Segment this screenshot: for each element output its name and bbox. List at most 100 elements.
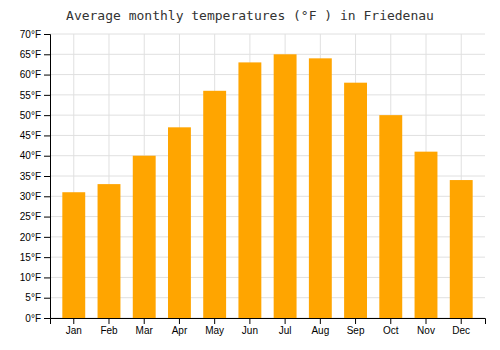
x-tick-mark [426, 318, 427, 324]
x-tick: Jul [279, 318, 292, 336]
y-tick: 30°F [20, 191, 50, 202]
y-tick-mark [44, 176, 50, 177]
x-tick-label: Jan [66, 325, 82, 336]
x-tick-label: May [205, 325, 224, 336]
bar [274, 54, 297, 318]
y-tick-mark [44, 237, 50, 238]
y-tick-mark [44, 318, 50, 319]
y-tick: 40°F [20, 150, 50, 161]
x-tick-mark [144, 318, 145, 324]
bar [309, 58, 332, 318]
y-tick-mark [44, 217, 50, 218]
y-tick-mark [44, 135, 50, 136]
x-tick-mark [320, 318, 321, 324]
y-tick-mark [44, 277, 50, 278]
bars [62, 54, 472, 318]
x-tick-label: Jul [279, 325, 292, 336]
bar [238, 62, 261, 318]
grid [50, 34, 485, 318]
y-tick: 25°F [20, 211, 50, 222]
y-tick-label: 65°F [20, 49, 41, 60]
x-tick: May [205, 318, 224, 336]
y-tick-label: 20°F [20, 232, 41, 243]
bar [168, 127, 191, 318]
x-tick: Jan [66, 318, 82, 336]
y-tick: 15°F [20, 252, 50, 263]
grid-line-y [50, 54, 485, 55]
y-tick-label: 55°F [20, 90, 41, 101]
y-tick: 0°F [25, 313, 50, 324]
bar [98, 184, 121, 318]
y-tick-label: 40°F [20, 150, 41, 161]
y-axis-line [44, 35, 51, 319]
y-tick-mark [44, 115, 50, 116]
bar [379, 115, 402, 318]
bar [344, 83, 367, 318]
x-tick-mark [249, 318, 250, 324]
y-tick-mark [44, 34, 50, 35]
x-tick: Dec [452, 318, 470, 336]
y-tick-label: 45°F [20, 130, 41, 141]
y-tick-label: 35°F [20, 171, 41, 182]
x-tick: Oct [383, 318, 399, 336]
y-tick-label: 50°F [20, 110, 41, 121]
x-tick: Feb [100, 318, 118, 336]
grid-line-y [50, 115, 485, 116]
x-tick-label: Nov [417, 325, 435, 336]
y-tick: 70°F [20, 29, 50, 40]
title: Average monthly temperatures (°F ) in Fr… [66, 8, 434, 23]
x-tick-label: Sep [347, 325, 365, 336]
y-tick-mark [44, 54, 50, 55]
y-tick: 45°F [20, 130, 50, 141]
bar [450, 180, 473, 318]
y-tick-label: 0°F [25, 313, 41, 324]
y-tick-label: 5°F [25, 292, 41, 303]
bar [62, 192, 85, 318]
x-tick: Sep [347, 318, 365, 336]
bar [203, 91, 226, 318]
x-tick-label: Aug [311, 325, 329, 336]
y-tick-mark [44, 75, 50, 76]
y-tick-mark [44, 196, 50, 197]
grid-line-y [50, 94, 485, 95]
x-tick-label: Jun [242, 325, 258, 336]
y-tick-mark [44, 257, 50, 258]
y-tick: 20°F [20, 232, 50, 243]
x-tick-label: Mar [136, 325, 154, 336]
y-tick-label: 15°F [20, 252, 41, 263]
x-tick-mark [179, 318, 180, 324]
y-tick-mark [44, 298, 50, 299]
x-tick-label: Feb [100, 325, 118, 336]
y-tick: 35°F [20, 171, 50, 182]
x-tick: Nov [417, 318, 435, 336]
grid-line-y [50, 34, 485, 35]
x-tick-label: Oct [383, 325, 399, 336]
y-tick-label: 60°F [20, 69, 41, 80]
y-tick: 50°F [20, 110, 50, 121]
y-tick: 10°F [20, 272, 50, 283]
y-axis: 0°F 5°F 10°F 15°F 20°F 25°F 30°F 35°F 40°F 45°F 50… [20, 29, 51, 324]
y-tick-label: 25°F [20, 211, 41, 222]
x-tick-label: Dec [452, 325, 470, 336]
x-tick-mark [355, 318, 356, 324]
x-tick-mark [461, 318, 462, 324]
y-tick: 65°F [20, 49, 50, 60]
chart: Average monthly temperatures (°F ) in Fr… [0, 0, 500, 350]
x-tick-mark [73, 318, 74, 324]
x-tick-mark [108, 318, 109, 324]
x-tick-mark [214, 318, 215, 324]
y-tick-label: 10°F [20, 272, 41, 283]
y-tick-label: 30°F [20, 191, 41, 202]
y-tick-mark [44, 95, 50, 96]
x-tick-mark [285, 318, 286, 324]
x-tick-label: Apr [172, 325, 188, 336]
x-tick-mark [390, 318, 391, 324]
y-tick: 5°F [25, 292, 50, 303]
plot: 0°F 5°F 10°F 15°F 20°F 25°F 30°F 35°F 40°F 45°F 50… [20, 29, 486, 336]
y-tick: 55°F [20, 90, 50, 101]
grid-line-y [50, 135, 485, 136]
x-axis: Jan Feb Mar Apr May Jun Jul Aug Sep Oct Nov Dec [51, 318, 486, 336]
bar [133, 156, 156, 318]
y-tick-label: 70°F [20, 29, 41, 40]
x-axis-line [51, 319, 486, 325]
